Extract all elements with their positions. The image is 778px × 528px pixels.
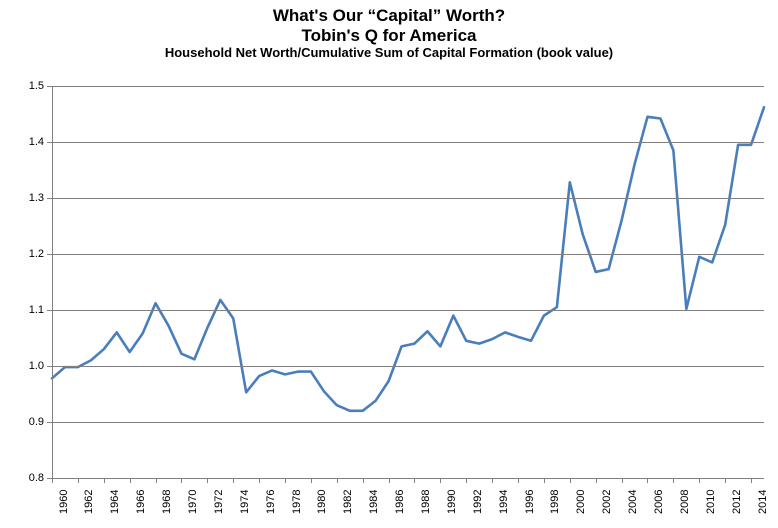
x-tick (751, 478, 752, 483)
x-tick-label: 1978 (291, 490, 303, 514)
x-tick-label: 1966 (135, 490, 147, 514)
x-tick (492, 478, 493, 483)
x-tick (363, 478, 364, 483)
x-tick-label: 1994 (498, 490, 510, 514)
x-tick (78, 478, 79, 483)
plot-area: 0.80.91.01.11.21.31.41.51960196219641966… (52, 86, 764, 478)
y-tick-label: 1.1 (14, 304, 44, 316)
y-tick-label: 1.3 (14, 192, 44, 204)
x-tick-label: 1982 (342, 490, 354, 514)
x-tick (596, 478, 597, 483)
x-tick (622, 478, 623, 483)
x-tick-label: 1962 (83, 490, 95, 514)
x-tick (647, 478, 648, 483)
x-tick-label: 1986 (394, 490, 406, 514)
x-tick-label: 2014 (757, 490, 769, 514)
chart-titles: What's Our “Capital” Worth? Tobin's Q fo… (0, 6, 778, 62)
gridline (52, 86, 764, 87)
x-tick-label: 2006 (653, 490, 665, 514)
x-tick-label: 1996 (524, 490, 536, 514)
chart-container: What's Our “Capital” Worth? Tobin's Q fo… (0, 0, 778, 528)
y-tick-label: 1.5 (14, 80, 44, 92)
chart-title-line2: Tobin's Q for America (0, 26, 778, 46)
x-tick-label: 2010 (705, 490, 717, 514)
x-tick-label: 2008 (679, 490, 691, 514)
x-tick (130, 478, 131, 483)
x-tick (207, 478, 208, 483)
line-series (52, 86, 764, 478)
gridline (52, 422, 764, 423)
x-tick (181, 478, 182, 483)
x-tick-label: 1972 (213, 490, 225, 514)
x-tick (414, 478, 415, 483)
x-tick-label: 1974 (239, 490, 251, 514)
y-tick-label: 1.0 (14, 360, 44, 372)
x-tick (440, 478, 441, 483)
x-tick-label: 1992 (472, 490, 484, 514)
x-tick-label: 2012 (731, 490, 743, 514)
y-axis (52, 86, 53, 478)
x-tick (544, 478, 545, 483)
gridline (52, 254, 764, 255)
x-tick (570, 478, 571, 483)
x-tick (233, 478, 234, 483)
x-tick (52, 478, 53, 483)
x-tick (466, 478, 467, 483)
x-axis (52, 478, 764, 479)
x-tick (104, 478, 105, 483)
x-tick (259, 478, 260, 483)
x-tick-label: 2000 (575, 490, 587, 514)
y-tick-label: 0.8 (14, 472, 44, 484)
x-tick (156, 478, 157, 483)
gridline (52, 310, 764, 311)
x-tick (673, 478, 674, 483)
x-tick (389, 478, 390, 483)
x-tick-label: 2004 (627, 490, 639, 514)
gridline (52, 366, 764, 367)
gridline (52, 198, 764, 199)
x-tick (518, 478, 519, 483)
x-tick-label: 1960 (58, 490, 70, 514)
x-tick-label: 1984 (368, 490, 380, 514)
x-tick (285, 478, 286, 483)
y-tick-label: 1.2 (14, 248, 44, 260)
y-tick-label: 1.4 (14, 136, 44, 148)
x-tick-label: 2002 (601, 490, 613, 514)
chart-subtitle: Household Net Worth/Cumulative Sum of Ca… (0, 45, 778, 62)
y-tick-label: 0.9 (14, 416, 44, 428)
x-tick (337, 478, 338, 483)
x-tick-label: 1964 (109, 490, 121, 514)
x-tick-label: 1968 (161, 490, 173, 514)
x-tick-label: 1990 (446, 490, 458, 514)
x-tick (311, 478, 312, 483)
gridline (52, 142, 764, 143)
x-tick (725, 478, 726, 483)
x-tick-label: 1980 (316, 490, 328, 514)
x-tick (699, 478, 700, 483)
x-tick-label: 1970 (187, 490, 199, 514)
chart-title-line1: What's Our “Capital” Worth? (0, 6, 778, 26)
x-tick-label: 1976 (265, 490, 277, 514)
x-tick-label: 1988 (420, 490, 432, 514)
x-tick-label: 1998 (549, 490, 561, 514)
